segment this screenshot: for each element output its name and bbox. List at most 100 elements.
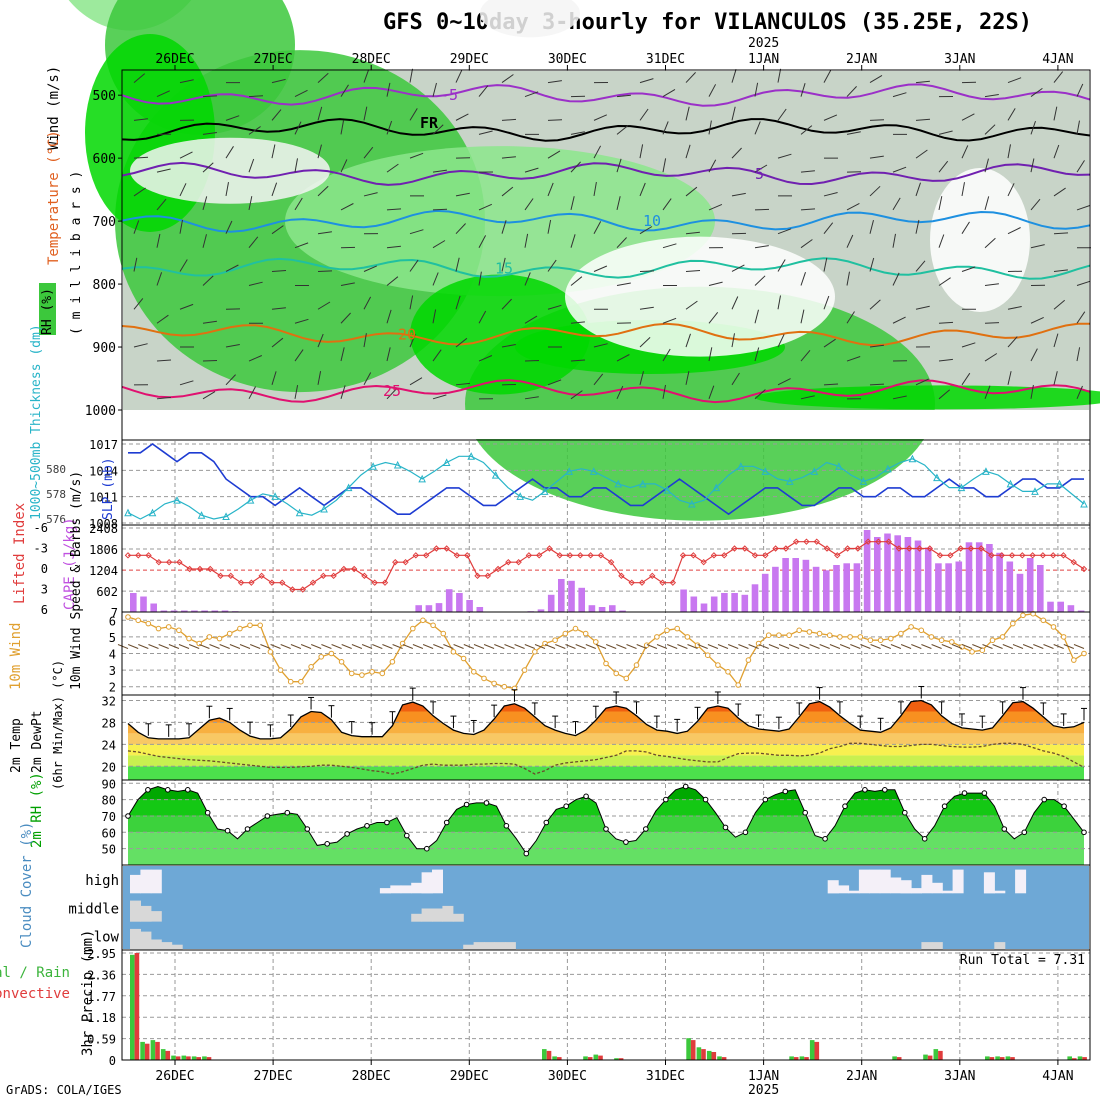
cape-ytick-label: 1806 [89,543,118,557]
wind-barb [984,283,999,286]
wind-speed-point [654,634,660,640]
wind-barb-10m [728,644,739,649]
wind-barb-10m [1002,644,1013,649]
wind-barb [662,88,676,98]
wind-speed-point [582,630,589,637]
cape-bar [1006,561,1014,612]
wind-barb [800,83,806,97]
precip-convective-bar [165,1050,171,1060]
rh-point [702,796,709,803]
top-date-label: 26DEC [155,52,194,67]
wind-barb [938,358,953,362]
cape-bar [1016,573,1024,612]
wind-ytick-label: 3 [109,664,116,678]
cape-ytick-label: 1204 [89,564,118,578]
wind-barb [846,356,861,362]
wind-barb [317,371,322,385]
wind-barb [662,243,677,249]
rh-point [483,800,490,806]
wind-barb [1030,384,1034,399]
wind-barb [179,259,188,272]
isotherm-line [121,209,1091,233]
isotherm-line [121,118,1091,142]
bottom-date-label: 29DEC [450,1069,489,1084]
wind-barb [501,118,517,121]
wind-barb [455,223,466,235]
cape-bar [211,610,219,612]
wind-barb [432,272,439,286]
wind-barb [501,298,512,310]
wind-barb-10m [982,644,993,649]
wind-speed-point [410,625,416,632]
wind-barb [455,295,461,310]
cape-bar [547,594,555,612]
wind-barb-10m [412,644,424,649]
li-point [176,558,183,566]
temp-band [128,755,1084,767]
wind-barb-10m [402,644,413,649]
wind-barb [570,359,586,362]
wind-speed-point [735,682,742,688]
temp-ytick-label: 28 [102,716,116,730]
wind-barb [133,257,138,272]
wind-barb [1053,144,1060,159]
wind-barb [662,317,677,324]
wind-barb-10m [1073,644,1085,649]
wind-barb [386,388,397,400]
wind-barb [708,203,723,211]
precip-total-bar [1077,1056,1083,1060]
wind-barb [340,312,351,324]
wind-barb [662,158,667,173]
wind-barb [202,95,218,98]
wind-barb-10m [524,644,535,649]
li-point [556,552,563,559]
rh-ytick-label: 70 [102,810,116,824]
li-point [1070,558,1077,566]
wind-speed-point [440,630,447,637]
wind-barb-10m [280,644,291,649]
wind-barb-10m [311,644,322,649]
precip-convective-bar [701,1049,706,1060]
wind-barb [1053,187,1066,197]
wind-barb [409,377,423,386]
wind-barb [984,237,996,249]
precip-convective-bar [618,1058,624,1060]
cape-bar [904,537,912,612]
wind-speed-point [593,639,599,645]
wind-barb [1030,244,1045,249]
li-point [926,545,934,552]
wind-speed-point [572,625,579,632]
wind-barb [823,192,838,197]
li-point [453,552,461,559]
ua-ylabel-mb: ( m i l l i b a r s ) [69,171,84,335]
wind-barb [823,257,828,272]
wind-barb [432,394,447,400]
rh-point [364,823,370,829]
precip-convective-bar [711,1052,717,1060]
precip-convective-bar [1082,1057,1087,1060]
thickness-point [884,464,892,473]
li-point [1008,552,1016,559]
wind-speed-point [725,669,731,675]
wind-barb [685,72,696,83]
wind-barb [593,114,607,121]
li-point [484,572,491,580]
li-point [813,538,820,545]
wind-barb [271,307,286,310]
rh-point [384,819,390,826]
wind-barb-10m [646,644,658,649]
precip-ytick-label: 0 [109,1054,116,1068]
wind-barb [1053,232,1069,235]
wind-barb [708,385,715,399]
slp-ytick-label: 1017 [89,438,118,452]
wind-barb [570,131,585,135]
wind-barb-10m [290,644,302,649]
wind-ytick-label: 2 [109,681,116,695]
wind-barb [340,203,354,211]
wind-barb [892,92,907,98]
wind-barb [455,257,460,272]
wind-barb [1007,227,1021,235]
wind-barb [202,391,216,400]
wind-barb [1076,311,1086,324]
li-point [998,552,1005,559]
